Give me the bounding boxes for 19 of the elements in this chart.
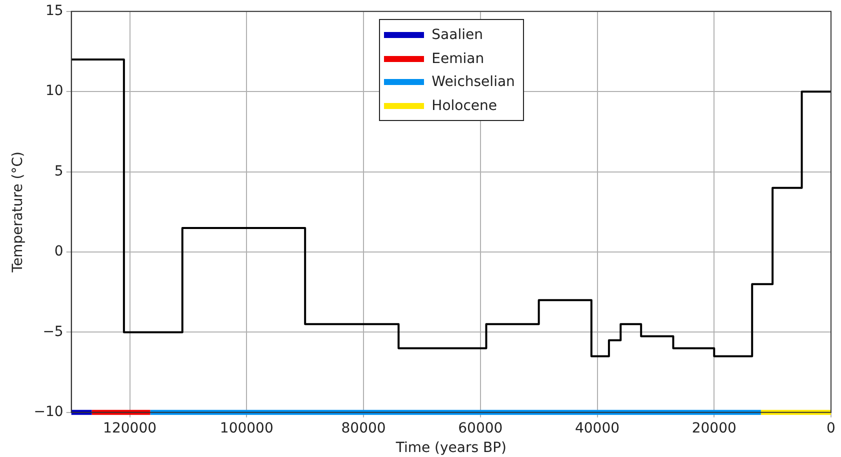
x-tick-label: 80000 (341, 420, 386, 436)
y-axis-title: Temperature (°C) (10, 151, 26, 274)
x-tick-label: 120000 (103, 420, 157, 436)
x-tick-label: 100000 (220, 420, 274, 436)
x-tick-label: 60000 (458, 420, 503, 436)
y-tick-label: −10 (34, 404, 64, 420)
x-tick-label: 20000 (692, 420, 736, 436)
y-tick-label: 5 (54, 163, 64, 180)
y-tick-label: 15 (46, 3, 64, 20)
legend-label: Holocene (432, 98, 498, 114)
x-tick-label: 40000 (574, 420, 620, 436)
x-tick-label: 0 (826, 420, 836, 436)
y-tick-label: −5 (42, 324, 64, 340)
x-axis-title: Time (years BP) (394, 440, 507, 456)
legend-label: Saalien (432, 27, 483, 44)
y-tick-label: 0 (54, 244, 64, 260)
y-tick-label: 10 (46, 83, 64, 100)
legend-label: Weichselian (432, 74, 515, 90)
legend-label: Eemian (432, 50, 484, 67)
